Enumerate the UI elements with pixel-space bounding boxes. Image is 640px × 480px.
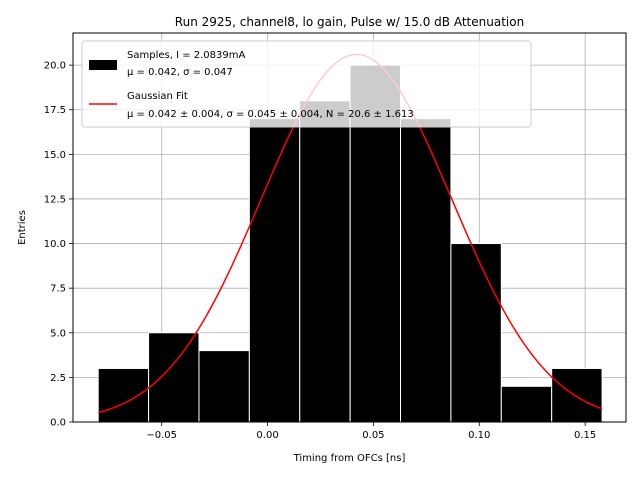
legend-samples-line1: Samples, I = 2.0839mA	[127, 50, 245, 61]
legend-fit-line2: μ = 0.042 ± 0.004, σ = 0.045 ± 0.004, N …	[127, 109, 414, 120]
x-tick-label: 0.00	[256, 430, 278, 441]
x-tick-label: −0.05	[146, 430, 177, 441]
x-axis-ticks: −0.05 0.00 0.05 0.10 0.15	[146, 422, 596, 441]
y-tick-label: 5.0	[50, 328, 66, 339]
y-tick-label: 20.0	[44, 61, 66, 72]
y-axis-label: Entries	[17, 210, 28, 245]
histogram-bar	[400, 118, 452, 423]
histogram-bar	[551, 367, 603, 423]
x-tick-label: 0.10	[468, 430, 490, 441]
histogram-bar	[500, 385, 553, 423]
histogram-bar	[248, 118, 301, 423]
legend: Samples, I = 2.0839mA μ = 0.042, σ = 0.0…	[81, 40, 532, 128]
y-tick-label: 7.5	[50, 284, 66, 295]
chart-title: Run 2925, channel8, lo gain, Pulse w/ 15…	[175, 15, 524, 29]
x-tick-label: 0.05	[362, 430, 384, 441]
y-tick-label: 12.5	[44, 194, 66, 205]
y-tick-label: 10.0	[44, 239, 66, 250]
x-tick-label: 0.15	[574, 430, 596, 441]
plot-frame	[72, 32, 627, 423]
y-tick-label: 2.5	[50, 373, 66, 384]
legend-fit-line1: Gaussian Fit	[127, 91, 188, 102]
histogram-bar	[299, 100, 351, 423]
y-tick-label: 0.0	[50, 418, 66, 429]
legend-samples-line2: μ = 0.042, σ = 0.047	[127, 67, 233, 78]
histogram-bar	[198, 350, 250, 423]
histogram-bar	[450, 243, 502, 423]
y-axis-ticks: 0.0 2.5 5.0 7.5 10.0 12.5 15.0 17.5 20.0	[44, 61, 73, 429]
x-axis-label: Timing from OFCs [ns]	[293, 453, 406, 464]
histogram-bar	[148, 332, 200, 423]
legend-box	[81, 40, 532, 128]
y-tick-label: 17.5	[44, 105, 66, 116]
histogram-bar	[97, 367, 150, 423]
legend-swatch-samples	[89, 60, 117, 70]
y-tick-label: 15.0	[44, 150, 66, 161]
